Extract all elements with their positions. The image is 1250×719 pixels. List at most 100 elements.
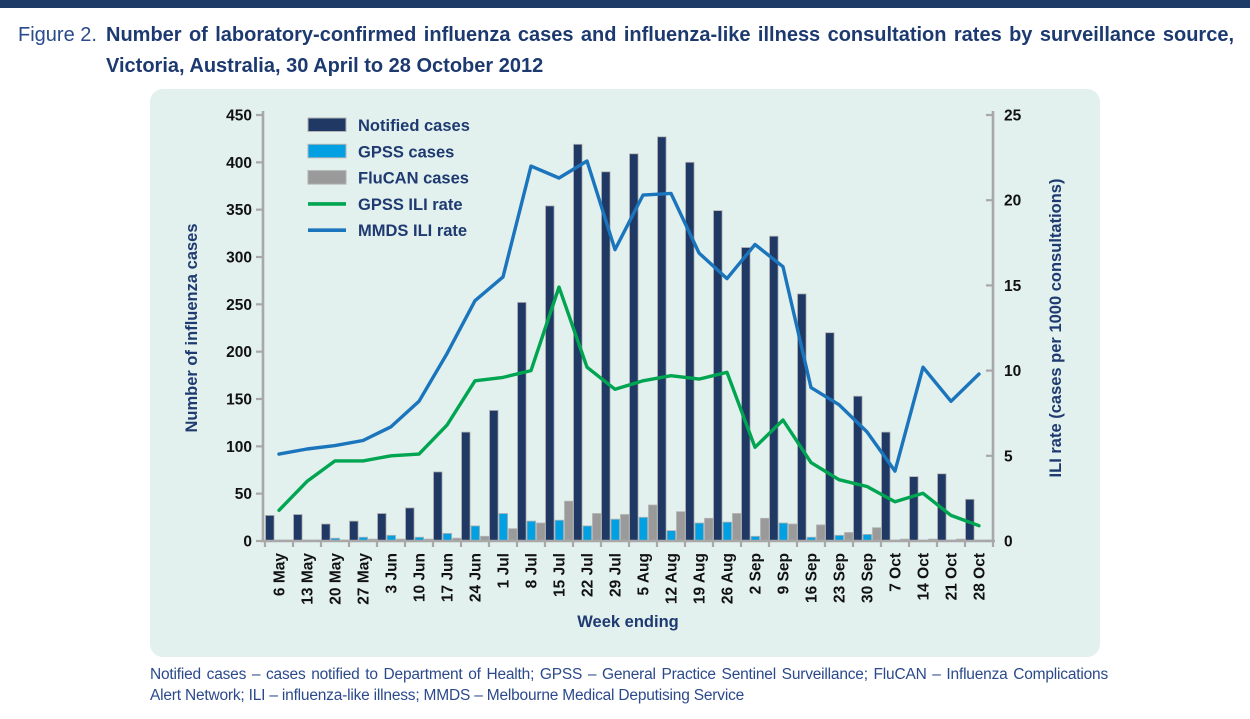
x-axis-tick-label: 12 Aug [664, 553, 681, 604]
bar-flucan-cases [872, 527, 882, 542]
left-axis-tick-label: 250 [226, 297, 252, 314]
bar-notified-cases [377, 513, 387, 542]
bar-flucan-cases [620, 514, 630, 542]
bar-notified-cases [461, 431, 471, 542]
figure-title: Number of laboratory-confirmed influenza… [106, 24, 1234, 77]
right-axis-tick-label: 15 [1004, 278, 1022, 295]
bar-flucan-cases [564, 500, 574, 542]
bar-gpss-cases [638, 516, 649, 542]
x-axis-tick-label: 15 Jul [552, 553, 569, 597]
x-axis-tick-label: 7 Oct [888, 553, 905, 592]
bar-gpss-cases [470, 525, 481, 542]
left-axis-tick-label: 400 [226, 155, 252, 172]
x-axis-tick-label: 9 Sep [776, 553, 793, 594]
x-axis-tick-label: 14 Oct [916, 553, 933, 600]
x-axis-tick-label: 13 May [300, 553, 317, 605]
left-axis-tick-label: 0 [243, 534, 252, 551]
right-axis-title: ILI rate (cases per 1000 consultations) [1047, 179, 1065, 478]
x-axis-tick-label: 28 Oct [972, 553, 989, 600]
x-axis-tick-label: 19 Aug [692, 553, 709, 604]
bar-gpss-cases [498, 513, 509, 542]
x-axis-tick-label: 23 Sep [832, 553, 849, 603]
bar-flucan-cases [760, 517, 770, 542]
x-axis-tick-label: 17 Jun [440, 553, 457, 602]
bar-notified-cases [405, 507, 415, 542]
x-axis-tick-label: 20 May [328, 553, 345, 605]
x-axis-title: Week ending [577, 613, 678, 631]
line-mmds-ili-rate [277, 159, 981, 473]
x-axis-tick-label: 5 Aug [636, 553, 653, 595]
bar-gpss-cases [722, 521, 733, 542]
x-axis-tick-label: 22 Jul [580, 553, 597, 597]
x-axis-tick-label: 24 Jun [468, 553, 485, 602]
x-axis-tick-label: 29 Jul [608, 553, 625, 597]
bar-notified-cases [657, 136, 667, 542]
x-axis-tick-label: 16 Sep [804, 553, 821, 603]
legend-swatch-notified-cases [307, 117, 347, 132]
bar-notified-cases [349, 520, 359, 542]
bar-flucan-cases [508, 528, 518, 542]
bar-notified-cases [741, 247, 751, 542]
bar-notified-cases [545, 205, 555, 542]
bar-flucan-cases [536, 522, 546, 542]
x-axis-tick-label: 27 May [356, 553, 373, 605]
bar-flucan-cases [788, 523, 798, 542]
bar-notified-cases [321, 523, 331, 542]
legend-item-mmds-ili-rate: MMDS ILI rate [308, 222, 467, 240]
legend-swatch-flucan-cases [307, 170, 347, 185]
left-axis-title: Number of influenza cases [183, 223, 201, 432]
legend: Notified cases GPSS cases FluCAN cases GPSS… [307, 117, 470, 240]
legend-label-notified-cases: Notified cases [358, 117, 470, 135]
x-axis-tick-label: 3 Jun [384, 553, 401, 593]
right-axis-tick-label: 5 [1004, 448, 1013, 465]
right-axis-tick-label: 20 [1004, 193, 1021, 210]
x-axis-tick-label: 21 Oct [944, 553, 961, 600]
legend-label-mmds-ili-rate: MMDS ILI rate [358, 222, 467, 240]
bar-flucan-cases [648, 504, 658, 542]
bar-flucan-cases [676, 511, 686, 542]
bar-gpss-cases [778, 522, 789, 542]
bar-notified-cases [685, 161, 695, 542]
legend-label-gpss-cases: GPSS cases [358, 143, 454, 161]
legend-item-notified-cases: Notified cases [307, 117, 470, 135]
figure-header: Figure 2. Number of laboratory-confirmed… [18, 20, 1234, 82]
figure-label: Figure 2. [18, 24, 97, 46]
legend-item-gpss-ili-rate: GPSS ILI rate [308, 196, 463, 214]
x-axis-tick-label: 6 May [272, 553, 289, 596]
left-axis-tick-label: 50 [235, 486, 252, 503]
legend-label-gpss-ili-rate: GPSS ILI rate [358, 196, 463, 214]
bar-notified-cases [517, 301, 527, 542]
bar-notified-cases [265, 514, 275, 542]
influenza-combo-chart: 0 50 100 150 200 250 300 350 400 450 0 5 10 15 20 25 6 M… [183, 108, 1065, 632]
bar-notified-cases [433, 471, 443, 542]
bar-gpss-cases [610, 518, 621, 542]
bar-gpss-cases [526, 520, 537, 542]
bar-gpss-cases [666, 530, 677, 542]
left-axis-tick-label: 100 [226, 439, 252, 456]
bar-flucan-cases [816, 524, 826, 542]
right-axis-tick-label: 10 [1004, 363, 1021, 380]
bar-notified-cases [293, 514, 303, 542]
bar-flucan-cases [592, 513, 602, 542]
line-gpss-ili-rate [277, 285, 981, 528]
chart-panel: 0 50 100 150 200 250 300 350 400 450 0 5 10 15 20 25 6 M… [150, 89, 1100, 657]
x-axis-tick-label: 1 Jul [496, 553, 513, 588]
bar-gpss-cases [582, 525, 593, 542]
bar-gpss-cases [694, 522, 705, 542]
left-axis-tick-label: 300 [226, 250, 252, 267]
bar-notified-cases [909, 476, 919, 542]
bar-gpss-cases [554, 519, 565, 542]
bar-notified-cases [489, 409, 499, 542]
left-axis-tick-label: 200 [226, 344, 252, 361]
right-axis-tick-label: 0 [1004, 534, 1013, 551]
top-accent-bar [0, 0, 1250, 8]
left-axis-tick-label: 350 [226, 202, 252, 219]
x-axis-tick-label: 10 Jun [412, 553, 429, 602]
bar-notified-cases [825, 332, 835, 542]
left-axis-tick-label: 150 [226, 392, 252, 409]
legend-label-flucan-cases: FluCAN cases [358, 170, 469, 188]
x-axis-tick-label: 8 Jul [524, 553, 541, 588]
legend-item-gpss-cases: GPSS cases [307, 143, 454, 161]
bar-flucan-cases [732, 513, 742, 542]
figure-footnote: Notified cases – cases notified to Depar… [150, 666, 1108, 705]
